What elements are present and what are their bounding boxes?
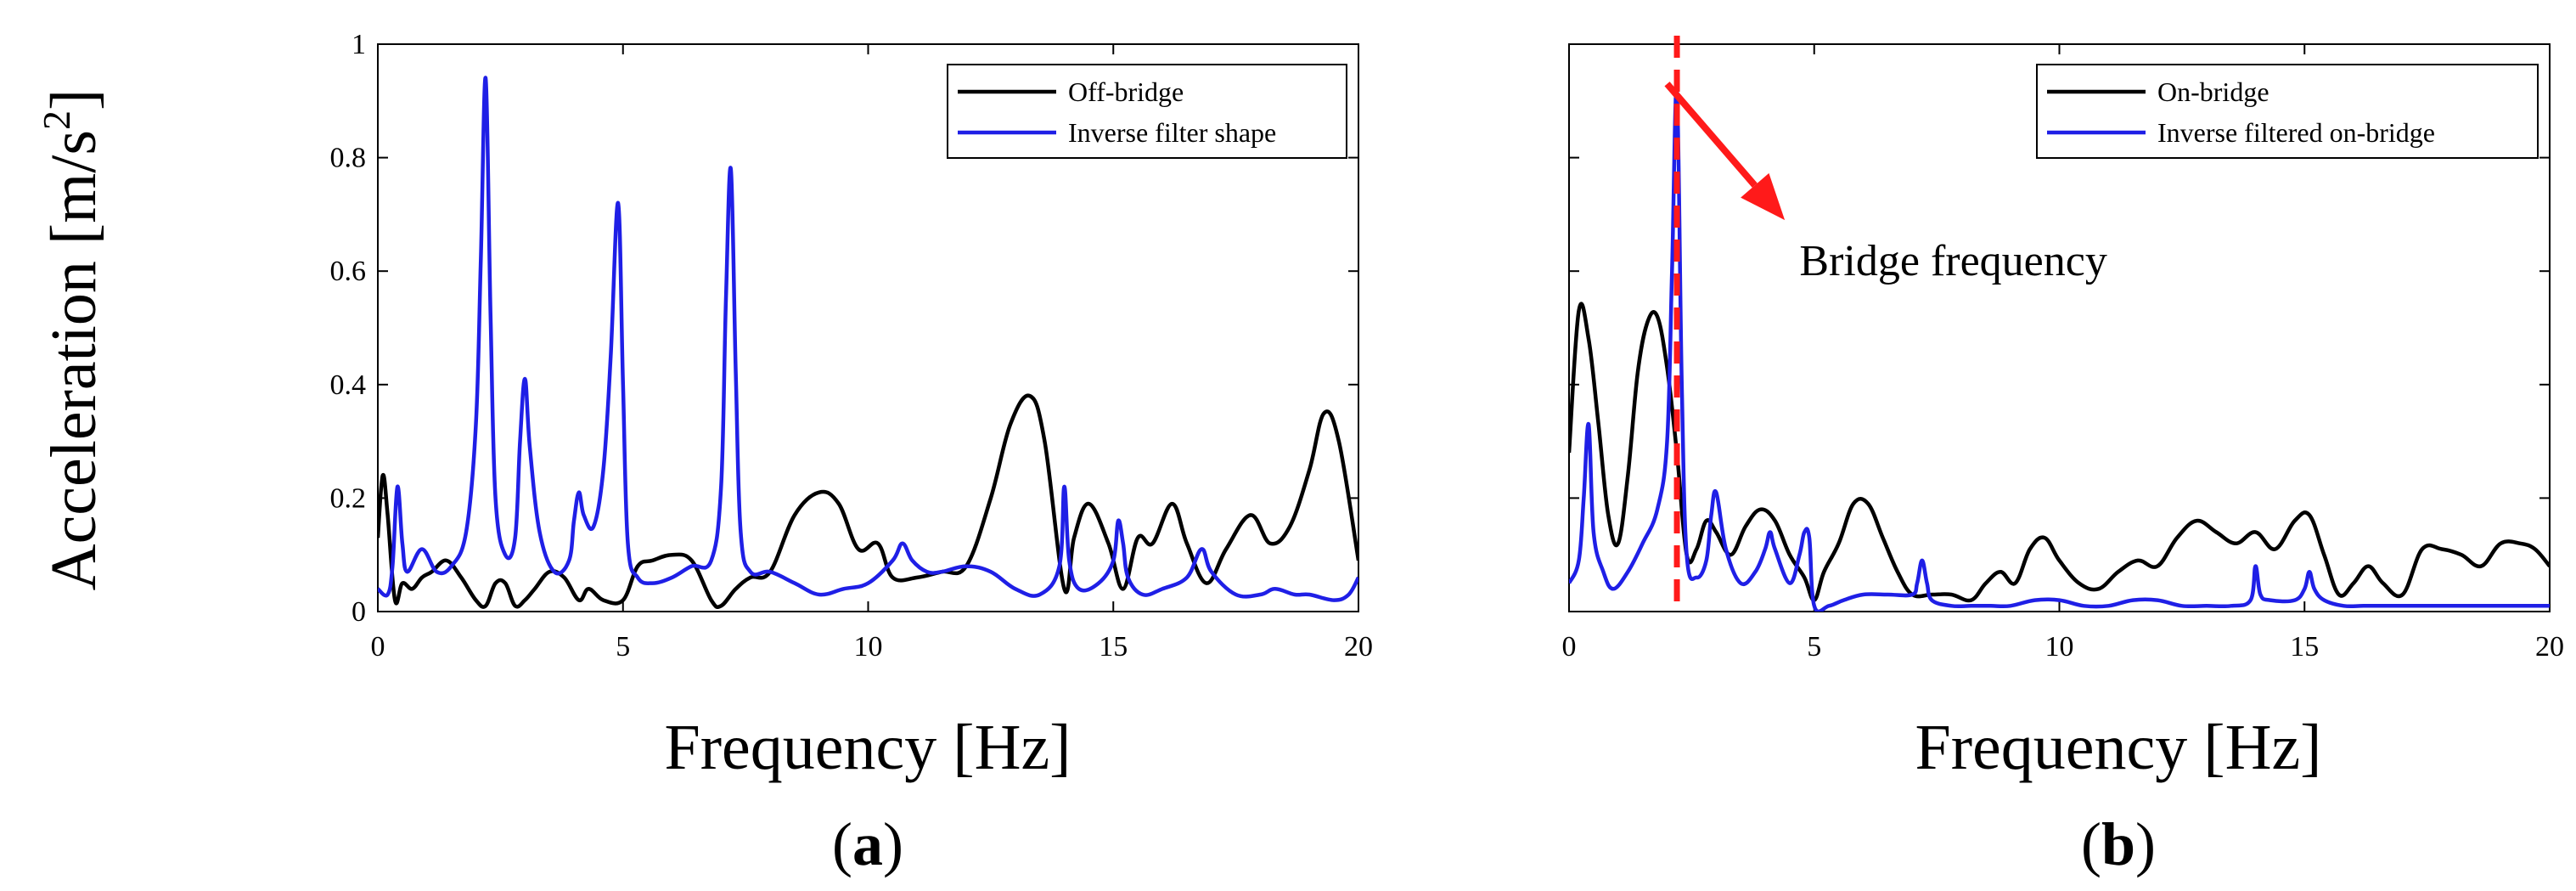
legend-entry: On-bridge — [2157, 76, 2269, 107]
y-tick-label: 0.4 — [330, 369, 367, 401]
legend-a: Off-bridge Inverse filter shape — [947, 64, 1347, 159]
series-b — [1569, 85, 2550, 612]
y-axis-title: Acceleration [m/s2] — [35, 89, 110, 591]
legend-entry: Off-bridge — [1068, 76, 1184, 107]
x-ticks-a: 0 5 10 15 20 — [371, 44, 1373, 663]
series-line-black — [1569, 302, 2550, 603]
y-tick-label: 0.8 — [330, 143, 367, 174]
x-tick-label: 10 — [854, 631, 883, 663]
series-line-blue — [378, 76, 1358, 602]
series-line-blue — [1569, 85, 2550, 612]
x-tick-label: 20 — [1344, 631, 1373, 663]
y-ticks-a: 0 0.2 0.4 0.6 0.8 1 — [330, 29, 1358, 628]
panel-label-b-letter: b — [2101, 810, 2135, 878]
x-tick-label: 15 — [1099, 631, 1128, 663]
x-axis-title-a: Frequency [Hz] — [664, 712, 1071, 783]
chart-panel-a: 0 0.2 0.4 0.6 0.8 1 0 5 10 15 20 Off-bridge Invers… — [330, 29, 1374, 878]
y-tick-label: 1 — [352, 29, 366, 60]
x-ticks-b: 0 5 10 15 20 — [1562, 44, 2564, 663]
y-axis-title-main: Acceleration [m/s — [38, 130, 110, 590]
series-a — [378, 76, 1358, 610]
x-tick-label: 20 — [2535, 631, 2564, 663]
annotation-arrow-head — [1741, 172, 1786, 221]
x-tick-label: 5 — [1807, 631, 1821, 663]
annotation-arrow-shaft — [1664, 82, 1758, 188]
legend-b: On-bridge Inverse filtered on-bridge — [2036, 64, 2539, 159]
panel-label-a: (a) — [832, 810, 903, 878]
x-tick-label: 5 — [616, 631, 630, 663]
panel-label-a-letter: a — [852, 810, 883, 878]
legend-entry: Inverse filtered on-bridge — [2157, 117, 2435, 148]
annotation-bridge-frequency: Bridge frequency — [1799, 237, 2106, 285]
y-tick-label: 0.2 — [330, 482, 367, 514]
annotations-b: Bridge frequency — [1664, 36, 2107, 612]
y-tick-label: 0 — [352, 596, 366, 628]
y-axis-title-end: ] — [38, 89, 110, 110]
legend-entry: Inverse filter shape — [1068, 117, 1276, 148]
series-line-black — [378, 393, 1358, 610]
y-axis-title-superscript: 2 — [35, 110, 78, 130]
y-ticks-b — [1569, 43, 2550, 612]
x-tick-label: 10 — [2045, 631, 2074, 663]
panel-label-b: (b) — [2081, 810, 2156, 878]
x-axis-title-b: Frequency [Hz] — [1915, 712, 2321, 783]
x-tick-label: 0 — [1562, 631, 1577, 663]
legend-box — [947, 64, 1347, 159]
x-tick-label: 15 — [2290, 631, 2319, 663]
legend-box — [2036, 64, 2539, 159]
y-tick-label: 0.6 — [330, 256, 367, 287]
chart-panel-b: 0 5 10 15 20 Bridge frequency On-bridge Inver… — [1562, 36, 2564, 878]
x-tick-label: 0 — [371, 631, 385, 663]
